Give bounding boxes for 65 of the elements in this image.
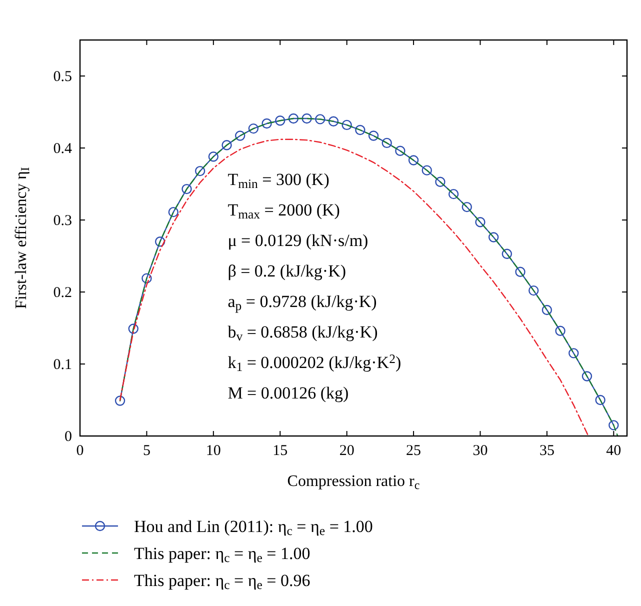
annotation: T$_{max}$ = 2000 (K) xyxy=(228,200,340,222)
point xyxy=(515,266,526,277)
x-tick-label: 10 xyxy=(206,443,221,459)
point xyxy=(208,152,219,162)
point xyxy=(542,304,552,316)
point xyxy=(528,285,539,296)
point xyxy=(288,113,299,124)
legend-label: This paper: η$_{c}$ = η$_{e}$ = 1.00 xyxy=(134,544,310,566)
point xyxy=(462,202,472,212)
annotation: k$_{1}$ = 0.000202 (kJ/kg·K$^{2}$) xyxy=(228,352,402,374)
point xyxy=(342,120,352,130)
point xyxy=(608,420,619,430)
point xyxy=(194,166,206,176)
legend-label: This paper: η$_{c}$ = η$_{e}$ = 0.96 xyxy=(134,571,310,592)
point xyxy=(142,273,152,284)
point xyxy=(582,371,592,382)
point xyxy=(355,124,366,136)
annotation: T$_{min}$ = 300 (K) xyxy=(228,170,330,192)
x-tick-label: 15 xyxy=(272,443,288,459)
point xyxy=(368,130,379,141)
x-tick-label: 20 xyxy=(339,443,354,459)
point xyxy=(408,155,419,166)
point xyxy=(568,348,579,358)
x-tick-label: 0 xyxy=(76,443,84,459)
point xyxy=(248,123,259,134)
legend-label: Hou and Lin (2011): η$_{c}$ = η$_{e}$ = 1.00 xyxy=(134,517,373,538)
y-tick-label: 0.3 xyxy=(53,213,72,229)
y-tick-label: 0.5 xyxy=(53,69,72,85)
point xyxy=(302,113,312,124)
annotation: a$_{p}$ = 0.9728 (kJ/kg·K) xyxy=(228,292,377,314)
point xyxy=(168,206,178,218)
y-tick-label: 0.4 xyxy=(53,141,72,157)
point xyxy=(275,116,286,126)
x-tick-label: 35 xyxy=(539,443,554,459)
point xyxy=(595,394,606,406)
x-tick-label: 40 xyxy=(606,443,622,459)
annotation: b$_{v}$ = 0.6858 (kJ/kg·K) xyxy=(228,322,378,344)
point xyxy=(315,114,326,124)
point xyxy=(154,236,166,247)
point xyxy=(235,130,246,141)
point xyxy=(555,326,566,336)
point xyxy=(182,184,192,194)
point xyxy=(128,324,138,334)
y-tick-label: 0.2 xyxy=(53,285,72,301)
point xyxy=(222,140,232,150)
x-tick-label: 30 xyxy=(472,443,488,459)
annotation: μ = 0.0129 (kN·s/m) xyxy=(228,231,368,250)
annotation: β = 0.2 (kJ/kg·K) xyxy=(228,262,346,280)
point xyxy=(435,176,446,187)
point xyxy=(395,146,406,156)
y-tick-label: 0 xyxy=(64,429,72,445)
point xyxy=(114,396,126,406)
point xyxy=(502,248,512,259)
y-tick-label: 0.1 xyxy=(53,357,72,373)
x-tick-label: 5 xyxy=(142,443,150,459)
point xyxy=(475,217,486,228)
point xyxy=(382,138,392,148)
point xyxy=(422,165,432,176)
point xyxy=(262,118,272,129)
x-tick-label: 25 xyxy=(406,443,422,459)
x-axis-title: Compression ratio r$_{c}$ xyxy=(287,473,420,492)
point xyxy=(328,116,339,126)
point xyxy=(488,232,499,242)
annotation: M = 0.00126 (kg) xyxy=(228,384,349,402)
point xyxy=(448,188,459,200)
